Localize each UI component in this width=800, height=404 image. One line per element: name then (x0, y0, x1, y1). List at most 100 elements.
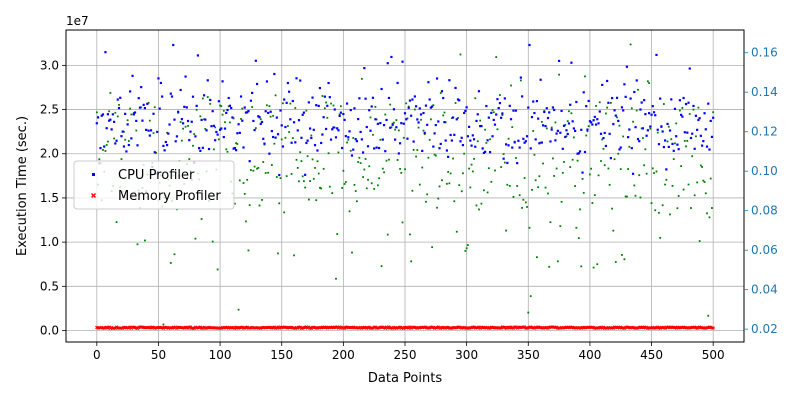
cpu-point (667, 145, 670, 149)
cpu-point (651, 105, 654, 108)
cpu-point (530, 116, 534, 119)
cpu-point (344, 135, 347, 138)
secondary-point (152, 132, 155, 135)
secondary-point (130, 113, 133, 116)
secondary-point (683, 139, 686, 142)
cpu-point (252, 119, 255, 123)
cpu-point (103, 145, 106, 148)
cpu-point (334, 136, 338, 139)
secondary-point (319, 186, 321, 189)
secondary-point (317, 172, 320, 175)
secondary-point (571, 158, 574, 161)
cpu-point (279, 109, 282, 112)
secondary-point (416, 149, 419, 151)
cpu-point (647, 112, 651, 115)
cpu-point (157, 77, 160, 80)
cpu-point (207, 147, 211, 151)
cpu-point (612, 123, 615, 126)
y2-tick-label: 0.04 (751, 283, 778, 297)
cpu-point (688, 67, 691, 70)
cpu-point (329, 138, 333, 141)
secondary-point (639, 196, 642, 199)
secondary-point (556, 260, 559, 263)
cpu-point (174, 140, 177, 143)
cpu-point (574, 129, 577, 133)
secondary-point (560, 200, 563, 203)
cpu-point (454, 86, 457, 90)
secondary-point (527, 311, 530, 314)
secondary-point (501, 114, 504, 117)
cpu-point (523, 141, 526, 144)
secondary-point (697, 106, 700, 109)
secondary-point (699, 164, 702, 167)
secondary-point (390, 126, 393, 129)
cpu-point (533, 111, 536, 115)
cpu-point (469, 139, 472, 142)
secondary-point (547, 192, 549, 195)
secondary-point (633, 184, 636, 187)
cpu-point (111, 113, 114, 116)
cpu-point (702, 140, 705, 143)
secondary-point (701, 166, 703, 168)
secondary-point (491, 109, 494, 111)
cpu-point (575, 100, 578, 104)
cpu-point (204, 118, 207, 121)
secondary-point (703, 181, 706, 183)
secondary-point (691, 155, 694, 158)
cpu-point (339, 111, 342, 114)
secondary-point (188, 158, 191, 161)
cpu-point (691, 132, 694, 135)
secondary-point (463, 152, 466, 155)
cpu-point (493, 123, 497, 126)
cpu-point (350, 154, 354, 157)
cpu-point (491, 135, 494, 138)
cpu-point (136, 144, 139, 147)
cpu-point (376, 122, 379, 125)
cpu-point (476, 113, 479, 116)
cpu-point (143, 107, 146, 110)
cpu-point (581, 171, 584, 174)
cpu-point (101, 113, 105, 116)
secondary-point (622, 135, 625, 138)
secondary-point (269, 115, 272, 118)
secondary-point (370, 182, 373, 185)
secondary-point (695, 135, 697, 138)
cpu-point (567, 122, 571, 125)
y2-tick-label: 0.10 (751, 164, 778, 178)
cpu-point (629, 97, 632, 100)
cpu-point (276, 133, 280, 136)
secondary-point (469, 186, 472, 189)
secondary-point (410, 260, 413, 263)
secondary-point (698, 240, 701, 242)
secondary-point (360, 77, 363, 80)
cpu-point (366, 145, 370, 148)
cpu-point (678, 99, 681, 102)
secondary-point (254, 127, 257, 130)
cpu-point (587, 99, 590, 103)
cpu-point (599, 132, 603, 135)
secondary-point (708, 216, 711, 219)
cpu-point (407, 106, 410, 109)
cpu-point (283, 98, 286, 101)
secondary-point (582, 191, 585, 194)
secondary-point (426, 193, 429, 196)
secondary-point (432, 104, 435, 107)
cpu-point (712, 116, 715, 119)
cpu-point (590, 121, 593, 124)
cpu-point (560, 109, 563, 113)
cpu-point (665, 168, 668, 171)
cpu-point (676, 143, 679, 146)
cpu-point (104, 51, 107, 54)
secondary-point (114, 111, 117, 114)
cpu-point (543, 110, 546, 114)
cpu-point (200, 118, 203, 122)
cpu-point (618, 148, 621, 151)
cpu-point (206, 79, 209, 82)
cpu-point (432, 145, 435, 148)
cpu-point (305, 141, 308, 145)
cpu-point (459, 140, 462, 143)
cpu-point (226, 108, 229, 112)
secondary-point (242, 182, 245, 184)
secondary-point (707, 314, 710, 317)
